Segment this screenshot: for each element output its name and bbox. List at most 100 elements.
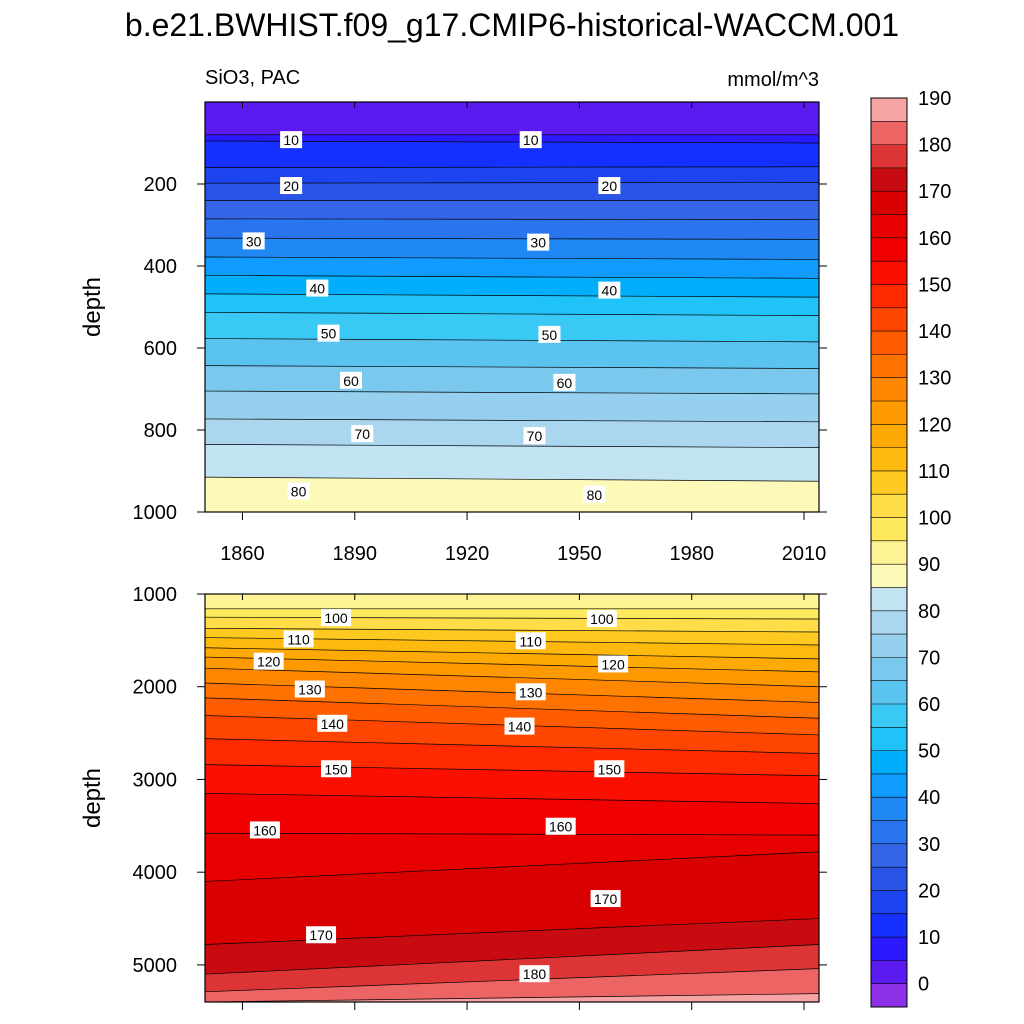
contour-line [205,256,819,260]
colorbar-swatch [871,144,907,169]
chart-title: b.e21.BWHIST.f09_g17.CMIP6-historical-WA… [125,7,899,43]
colorbar-label: 70 [918,647,940,669]
contour-line [205,444,819,448]
x-tick-label: 1950 [557,543,602,565]
colorbar-swatch [871,657,907,681]
contour-label: 80 [587,487,603,503]
colorbar-swatch [871,354,907,378]
contour-label-bg [515,632,546,650]
contour-band [205,418,819,448]
contour-line [205,993,819,1002]
contour-label: 110 [287,631,310,647]
contour-label-bg [280,131,303,149]
y-tick-label: 1000 [133,502,178,524]
colorbar-label: 160 [918,228,951,250]
y-axis-label: depth [79,277,106,337]
contour-line [205,182,819,184]
lower-panel: 100 100 110 110 120 120 130 130 140 140 150 150 160 1… [79,584,827,1010]
contour-label-bg [515,683,546,701]
colorbar-label: 80 [918,601,940,623]
contour-label-bg [306,926,337,944]
colorbar-swatch [871,237,907,262]
contour-band [205,683,819,719]
contour-line [205,476,819,482]
contour-label-bg [598,177,621,195]
contour-line [205,365,819,369]
colorbar-frame [870,97,908,1008]
colorbar-swatch [871,494,907,518]
colorbar-swatch [871,307,907,332]
x-tick-label: 1890 [333,543,378,565]
colorbar-label: 60 [918,694,940,716]
contour-label-bg [519,965,550,983]
contour-label: 110 [520,633,543,649]
colorbar-swatch [871,913,907,938]
contour-label-bg [242,232,265,250]
contour-line [205,338,819,343]
contour-line [205,944,819,975]
contour-label-bg [287,482,310,500]
colorbar-swatch [871,284,907,309]
contour-band [205,200,819,220]
contour-band [205,391,819,422]
contour-band [205,968,819,1002]
colorbar-label: 100 [918,508,951,530]
colorbar-label: 110 [918,461,950,483]
contour-label: 30 [246,233,262,249]
colorbar-label: 180 [918,135,951,157]
contour-label: 100 [324,610,348,626]
colorbar-swatch [871,704,907,728]
contour-line [205,968,819,993]
contour-band [205,647,819,672]
contour-label-bg [317,324,340,342]
colorbar-swatch [871,890,907,915]
contour-label: 70 [527,428,543,444]
contour-label: 160 [253,822,277,838]
colorbar-label: 10 [918,927,940,949]
colorbar-swatch [871,447,907,472]
contour-label-bg [527,233,550,251]
contour-band [205,182,819,201]
contour-line [205,697,819,719]
colorbar: 0 10 20 30 40 50 60 70 80 90 100 110 120 130 140 150 160… [870,88,951,1008]
colorbar-swatch [871,960,907,984]
contour-band [205,628,819,645]
contour-label-bg [553,373,576,391]
contour-label: 100 [590,611,614,627]
y-tick-label: 2000 [133,677,178,699]
colorbar-label: 130 [918,368,951,390]
colorbar-swatch [871,331,907,355]
contour-line [205,218,819,221]
contour-band [205,657,819,687]
plot-frame [204,101,820,513]
contour-label: 80 [291,484,307,500]
contour-line [205,275,819,279]
contour-line [205,793,819,804]
colorbar-swatch [871,377,907,402]
contour-label: 10 [283,132,299,148]
colorbar-swatch [871,214,907,239]
y-tick-label: 1000 [133,584,178,606]
contour-label-bg [504,717,535,735]
contour-label: 130 [519,684,543,700]
x-tick-label: 1860 [220,543,265,565]
contour-label-bg [594,760,625,778]
y-tick-label: 4000 [133,862,178,884]
colorbar-swatch [871,517,907,542]
colorbar-label: 150 [918,274,951,296]
contour-band [205,617,819,633]
colorbar-label: 0 [918,974,929,996]
contour-line [205,832,819,836]
y-tick-label: 600 [144,338,177,360]
chart-units-label: mmol/m^3 [727,69,819,91]
contour-band [205,338,819,369]
contour-label: 40 [602,283,618,299]
colorbar-swatch [871,610,907,635]
contour-band [205,608,819,620]
contour-band [205,851,819,945]
colorbar-label: 20 [918,880,940,902]
contour-band [205,944,819,992]
contour-label-bg [538,325,561,343]
contour-line [205,418,819,423]
x-tick-label: 2010 [782,543,827,565]
